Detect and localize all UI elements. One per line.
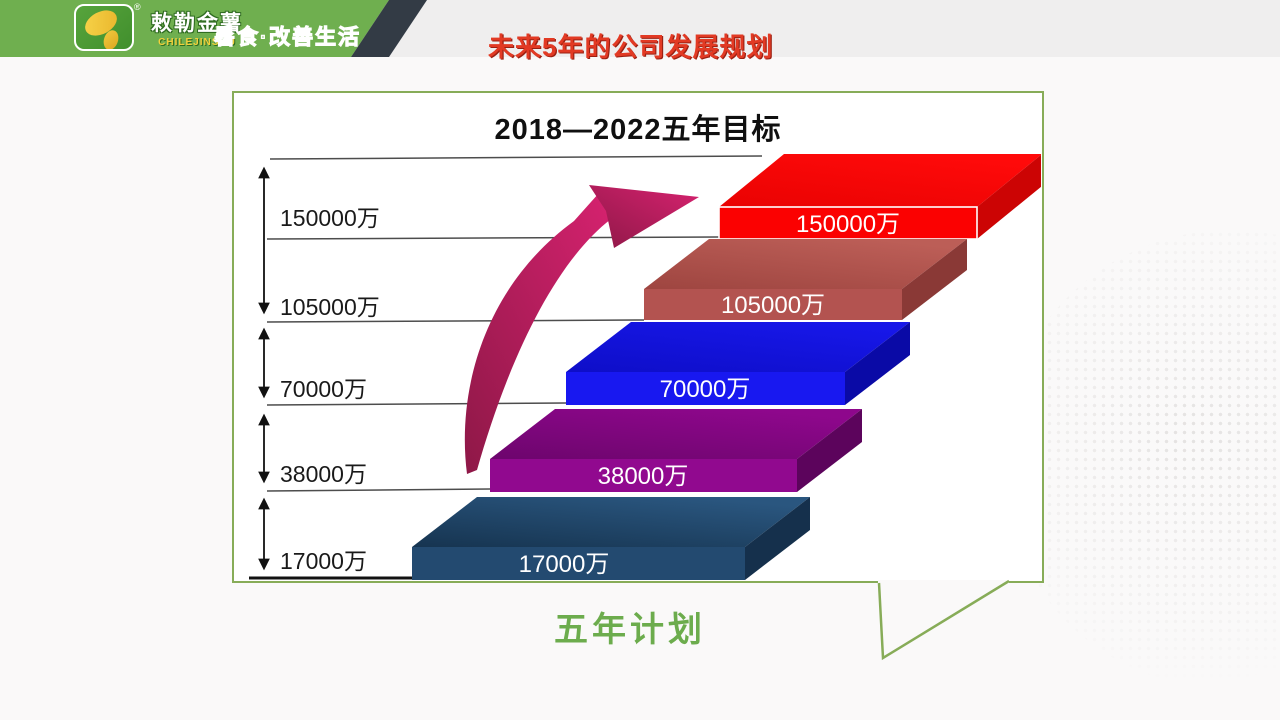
bar-label-150000: 150000万: [796, 211, 900, 238]
axis-label-17000: 17000万: [280, 548, 367, 574]
bar-label-17000: 17000万: [519, 551, 610, 578]
registered-trademark: ®: [134, 2, 141, 12]
brand-tagline: 暑食·改善生活: [213, 25, 361, 49]
caption-five-year-plan: 五年计划: [554, 611, 706, 649]
grid-line-38000: [266, 488, 491, 492]
axis-label-38000: 38000万: [280, 461, 367, 487]
step-front-150000: [718, 206, 978, 240]
axis-label-150000: 150000万: [280, 205, 380, 231]
grid-line-150000: [266, 236, 720, 240]
grid-line-105000: [266, 319, 645, 323]
header-bar: ® 敕勒金薯 CHILEJINSHU 暑食·改善生活 未来5年的公司发展规划: [0, 0, 1280, 62]
callout-tail: [877, 579, 1010, 661]
callout-tail-lines: [877, 579, 1010, 661]
brand-logo-icon: [74, 4, 134, 51]
step-front-38000: [490, 459, 797, 492]
callout-border-gap: [878, 580, 1009, 587]
step-bar-17000: 17000万: [412, 497, 810, 580]
step-top-38000: [490, 409, 862, 459]
brand-name-cn: 敕勒金薯: [151, 12, 243, 35]
axis-labels: 150000万 105000万 70000万 38000万 17000万: [280, 205, 380, 574]
step-side-150000: [977, 154, 1041, 239]
bar-label-70000: 70000万: [660, 376, 751, 403]
page-title: 未来5年的公司发展规划: [488, 32, 774, 62]
growth-arrow-head: [589, 185, 699, 248]
step-bar-70000: 70000万: [566, 322, 910, 405]
growth-arrow-body: [464, 193, 611, 474]
header-green-band: [0, 0, 389, 57]
step-top-150000: [719, 154, 1041, 207]
step-front-70000: [566, 372, 845, 405]
five-year-step-chart: 150000万 105000万 70000万 38000万: [249, 154, 1041, 580]
growth-arrow: [464, 185, 699, 474]
step-bar-150000: 150000万: [718, 154, 1041, 240]
brand-name-en: CHILEJINSHU: [158, 37, 236, 48]
bar-label-105000: 105000万: [721, 292, 825, 319]
measurement-lines: [266, 155, 763, 492]
step-side-17000: [745, 497, 810, 580]
step-side-70000: [845, 322, 910, 405]
step-bar-38000: 38000万: [490, 409, 862, 492]
step-front-105000: [644, 289, 902, 320]
bar-label-38000: 38000万: [598, 463, 689, 490]
axis-label-105000: 105000万: [280, 294, 380, 320]
step-bar-105000: 105000万: [644, 239, 967, 320]
chart-panel: 2018—2022五年目标: [232, 91, 1044, 583]
brand-text: 敕勒金薯 CHILEJINSHU: [142, 7, 252, 48]
step-top-17000: [412, 497, 810, 547]
step-top-105000: [644, 239, 967, 289]
step-top-70000: [566, 322, 910, 372]
chart-title: 2018—2022五年目标: [494, 114, 782, 146]
axis-label-70000: 70000万: [280, 376, 367, 402]
step-side-38000: [797, 409, 862, 492]
grid-line-top: [269, 155, 763, 160]
grid-line-70000: [266, 402, 567, 406]
step-front-17000: [412, 547, 745, 580]
step-side-105000: [902, 239, 967, 320]
